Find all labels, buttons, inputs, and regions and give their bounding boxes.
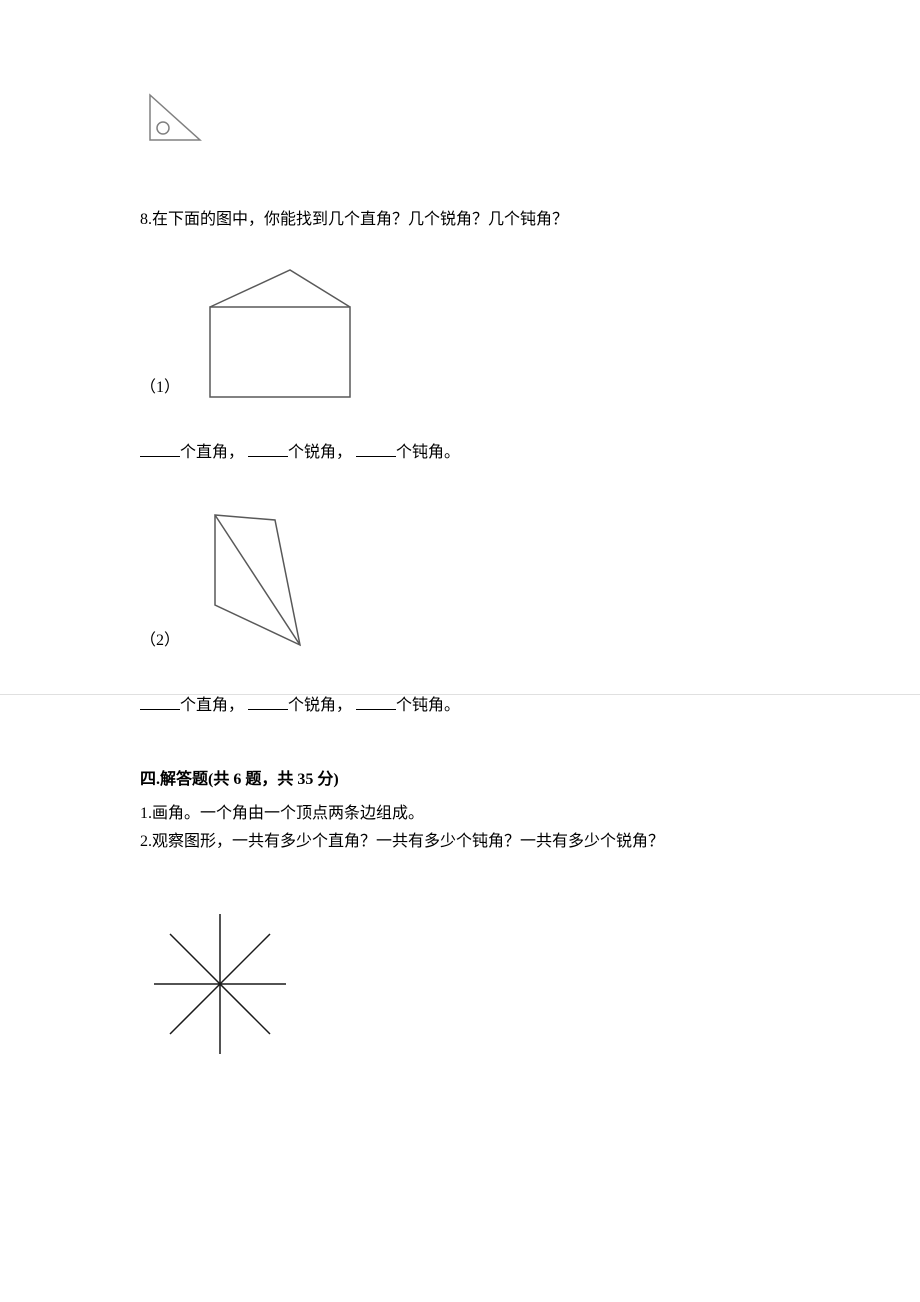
blank-label: 个钝角。 — [396, 697, 460, 714]
q8-fig1 — [200, 262, 360, 410]
blank-label: 个钝角。 — [396, 444, 460, 461]
q8-fig1-label: （1） — [140, 376, 180, 400]
blank-input[interactable] — [248, 693, 288, 710]
page: 8.在下面的图中，你能找到几个直角？几个锐角？几个钝角？ （1） 个直角， 个锐… — [0, 0, 920, 1302]
blank-input[interactable] — [140, 693, 180, 710]
q8-fig2-blanks: 个直角， 个锐角， 个钝角。 — [140, 693, 780, 718]
triangle-figure — [140, 90, 780, 158]
blank-input[interactable] — [356, 693, 396, 710]
section4-q2: 2.观察图形，一共有多少个直角？一共有多少个钝角？一共有多少个锐角？ — [140, 830, 780, 854]
blank-input[interactable] — [140, 440, 180, 457]
blank-label: 个锐角， — [288, 444, 352, 461]
blank-label: 个直角， — [180, 697, 244, 714]
q8-prompt: 8.在下面的图中，你能找到几个直角？几个锐角？几个钝角？ — [140, 208, 780, 232]
blank-label: 个直角， — [180, 444, 244, 461]
section4-title: 四.解答题(共 6 题，共 35 分) — [140, 768, 780, 792]
horizontal-rule — [0, 694, 920, 695]
blank-input[interactable] — [248, 440, 288, 457]
q8-fig2 — [200, 505, 340, 663]
blank-label: 个锐角， — [288, 697, 352, 714]
section4-star-figure — [140, 904, 780, 1072]
q8-fig1-row: （1） — [140, 262, 780, 410]
q8-fig2-row: （2） — [140, 505, 780, 663]
section4-q1: 1.画角。一个角由一个顶点两条边组成。 — [140, 802, 780, 826]
blank-input[interactable] — [356, 440, 396, 457]
q8-fig2-label: （2） — [140, 629, 180, 653]
q8-fig1-blanks: 个直角， 个锐角， 个钝角。 — [140, 440, 780, 465]
content-area: 8.在下面的图中，你能找到几个直角？几个锐角？几个钝角？ （1） 个直角， 个锐… — [140, 90, 780, 1072]
